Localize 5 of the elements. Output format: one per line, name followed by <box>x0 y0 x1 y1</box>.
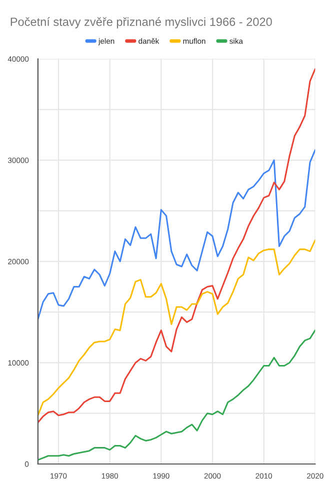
chart-title: Početní stavy zvěře přiznané myslivci 1966 - 2020 <box>10 17 272 28</box>
line-series <box>38 330 316 461</box>
line-series <box>38 68 316 424</box>
line-series <box>38 239 316 416</box>
line-series <box>38 149 316 320</box>
